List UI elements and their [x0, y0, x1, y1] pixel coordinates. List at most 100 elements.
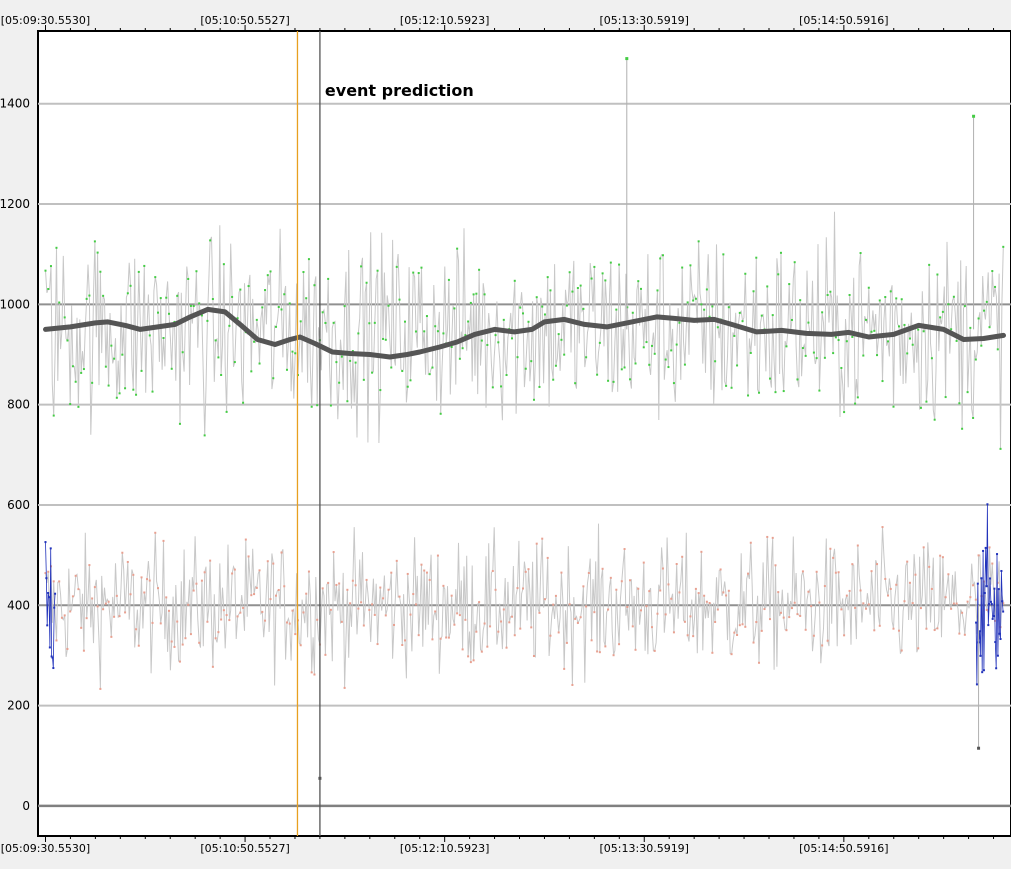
upper-signal-point: [253, 340, 256, 343]
lower-signal-point: [96, 605, 99, 608]
upper-signal-point: [428, 373, 431, 376]
lower-signal-point: [203, 571, 206, 574]
upper-signal-point: [977, 317, 980, 320]
upper-signal-point: [552, 378, 555, 381]
lower-signal-point: [491, 569, 494, 572]
upper-signal-point: [324, 321, 327, 324]
lower-signal-point: [148, 579, 151, 582]
upper-signal-point: [406, 385, 409, 388]
lower-signal-point: [870, 570, 873, 573]
lower-signal-point: [321, 587, 324, 590]
lower-signal-point: [829, 547, 832, 550]
upper-signal-point: [939, 316, 942, 319]
lower-signal-point: [952, 602, 955, 605]
upper-signal-point: [779, 251, 782, 254]
lower-signal-point: [58, 580, 61, 583]
upper-signal-point: [634, 362, 637, 365]
lower-signal-point: [593, 611, 596, 614]
lower-signal-point: [804, 628, 807, 631]
lower-signal-point: [826, 639, 829, 642]
lower-signal-point: [848, 589, 851, 592]
lower-signal-point: [947, 573, 950, 576]
lower-signal-point: [958, 632, 961, 635]
lower-signal-point: [823, 585, 826, 588]
lower-signal-point: [195, 582, 198, 585]
lower-signal-point: [661, 567, 664, 570]
lower-highlight-point: [975, 683, 978, 686]
lower-signal-point: [996, 581, 999, 584]
upper-signal-point: [736, 364, 739, 367]
upper-signal-point: [546, 276, 549, 279]
lower-signal-point: [895, 583, 898, 586]
lower-signal-point: [766, 535, 769, 538]
lower-signal-point: [77, 588, 80, 591]
upper-signal-point: [538, 385, 541, 388]
lower-signal-point: [722, 591, 725, 594]
upper-signal-point: [373, 321, 376, 324]
upper-signal-point: [873, 329, 876, 332]
lower-signal-point: [522, 587, 525, 590]
upper-signal-point: [527, 320, 530, 323]
lower-signal-point: [856, 544, 859, 547]
upper-signal-point: [261, 306, 264, 309]
upper-signal-point: [911, 343, 914, 346]
lower-signal-point: [623, 548, 626, 551]
lower-signal-point: [80, 626, 83, 629]
lower-signal-point: [247, 555, 250, 558]
y-tick-label: 1000: [0, 297, 30, 311]
lower-highlight-point: [996, 654, 999, 657]
upper-signal-point: [505, 374, 508, 377]
upper-signal-point: [49, 265, 52, 268]
upper-signal-point: [856, 396, 859, 399]
upper-signal-point: [368, 322, 371, 325]
lower-signal-point: [571, 683, 574, 686]
lower-signal-point: [115, 594, 118, 597]
upper-signal-point: [705, 288, 708, 291]
upper-signal-point: [999, 447, 1002, 450]
lower-signal-point: [272, 562, 275, 565]
upper-signal-point: [198, 302, 201, 305]
upper-signal-point: [412, 271, 415, 274]
upper-signal-point: [275, 325, 278, 328]
upper-signal-point: [102, 294, 105, 297]
lower-signal-point: [637, 587, 640, 590]
lower-signal-point: [357, 607, 360, 610]
upper-signal-point: [417, 272, 420, 275]
upper-signal-point: [972, 416, 975, 419]
lower-signal-point: [939, 554, 942, 557]
lower-signal-point: [631, 625, 634, 628]
upper-signal-point: [467, 320, 470, 323]
lower-signal-point: [944, 596, 947, 599]
lower-highlight-point: [984, 546, 987, 549]
upper-signal-point: [71, 365, 74, 368]
upper-signal-point: [952, 295, 955, 298]
upper-signal-point: [74, 380, 77, 383]
lower-signal-point: [563, 667, 566, 670]
upper-signal-point: [497, 341, 500, 344]
upper-signal-point: [436, 330, 439, 333]
lower-signal-point: [645, 605, 648, 608]
lower-signal-point: [928, 565, 931, 568]
upper-signal-point: [269, 270, 272, 273]
lower-signal-point: [664, 613, 667, 616]
upper-signal-point: [799, 299, 802, 302]
upper-signal-point: [925, 400, 928, 403]
upper-signal-point: [338, 381, 341, 384]
lower-signal-point: [261, 610, 264, 613]
lower-signal-point: [683, 620, 686, 623]
upper-signal-point: [494, 334, 497, 337]
lower-signal-point: [379, 586, 382, 589]
lower-signal-point: [269, 598, 272, 601]
lower-signal-point: [837, 571, 840, 574]
lower-signal-point: [47, 570, 50, 573]
upper-signal-point: [821, 311, 824, 314]
lower-highlight-point: [982, 669, 985, 672]
lower-signal-point: [705, 600, 708, 603]
lower-signal-point: [91, 597, 94, 600]
upper-signal-point: [862, 354, 865, 357]
lower-highlight-point: [993, 587, 996, 590]
lower-signal-point: [887, 594, 890, 597]
lower-signal-point: [71, 595, 74, 598]
upper-signal-point: [398, 298, 401, 301]
lower-highlight-point: [1001, 600, 1004, 603]
